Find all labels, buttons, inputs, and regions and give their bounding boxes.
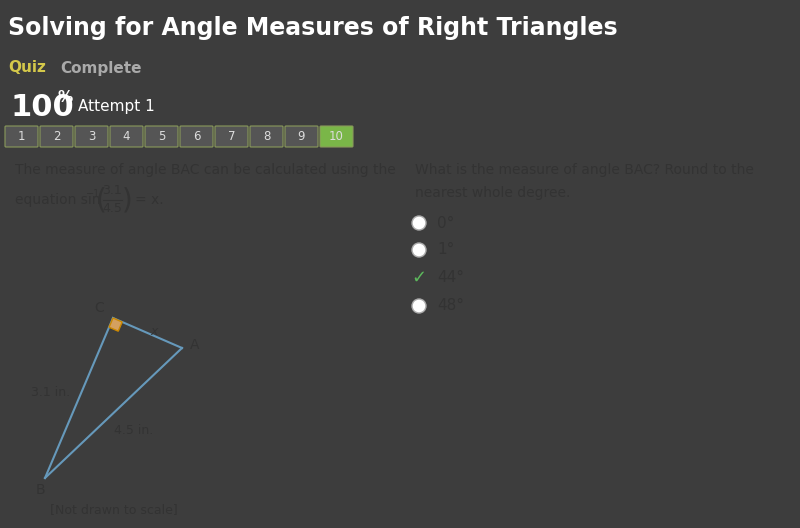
- Text: C: C: [94, 301, 104, 315]
- Text: 2: 2: [53, 130, 60, 143]
- FancyBboxPatch shape: [250, 126, 283, 147]
- FancyBboxPatch shape: [110, 126, 143, 147]
- FancyBboxPatch shape: [40, 126, 73, 147]
- Text: equation sin: equation sin: [15, 193, 101, 207]
- Circle shape: [412, 299, 426, 313]
- Polygon shape: [109, 318, 122, 331]
- Text: 8: 8: [263, 130, 270, 143]
- Text: 1°: 1°: [437, 242, 454, 258]
- FancyBboxPatch shape: [215, 126, 248, 147]
- Text: What is the measure of angle BAC? Round to the: What is the measure of angle BAC? Round …: [415, 163, 754, 177]
- Text: −1: −1: [86, 189, 100, 199]
- Text: %: %: [57, 90, 72, 106]
- Text: Solving for Angle Measures of Right Triangles: Solving for Angle Measures of Right Tria…: [8, 16, 618, 40]
- FancyBboxPatch shape: [75, 126, 108, 147]
- Text: x: x: [150, 325, 158, 338]
- Text: 44°: 44°: [437, 270, 464, 286]
- Text: 3.1: 3.1: [102, 184, 122, 197]
- Text: ): ): [122, 186, 133, 214]
- Text: 6: 6: [193, 130, 200, 143]
- Text: 48°: 48°: [437, 298, 464, 314]
- FancyBboxPatch shape: [5, 126, 38, 147]
- Text: [Not drawn to scale]: [Not drawn to scale]: [50, 504, 178, 516]
- Text: ✓: ✓: [411, 269, 426, 287]
- FancyBboxPatch shape: [285, 126, 318, 147]
- FancyBboxPatch shape: [320, 126, 353, 147]
- Text: 4.5 in.: 4.5 in.: [114, 425, 153, 438]
- Text: 100: 100: [10, 92, 74, 121]
- Text: 7: 7: [228, 130, 235, 143]
- Text: 1: 1: [18, 130, 26, 143]
- Text: 4.5: 4.5: [102, 203, 122, 215]
- Text: 4: 4: [122, 130, 130, 143]
- Text: Complete: Complete: [60, 61, 142, 76]
- Text: B: B: [35, 483, 45, 497]
- Text: (: (: [96, 186, 106, 214]
- Circle shape: [412, 216, 426, 230]
- Text: The measure of angle BAC can be calculated using the: The measure of angle BAC can be calculat…: [15, 163, 396, 177]
- Text: Attempt 1: Attempt 1: [78, 99, 154, 115]
- Text: A: A: [190, 338, 200, 352]
- Text: 9: 9: [298, 130, 306, 143]
- Text: 0°: 0°: [437, 215, 454, 231]
- FancyBboxPatch shape: [180, 126, 213, 147]
- FancyBboxPatch shape: [145, 126, 178, 147]
- Text: Quiz: Quiz: [8, 61, 46, 76]
- Circle shape: [412, 243, 426, 257]
- Text: 3: 3: [88, 130, 95, 143]
- Text: 10: 10: [329, 130, 344, 143]
- Text: = x.: = x.: [135, 193, 164, 207]
- Text: 5: 5: [158, 130, 165, 143]
- Text: 3.1 in.: 3.1 in.: [31, 386, 70, 400]
- Text: nearest whole degree.: nearest whole degree.: [415, 186, 570, 200]
